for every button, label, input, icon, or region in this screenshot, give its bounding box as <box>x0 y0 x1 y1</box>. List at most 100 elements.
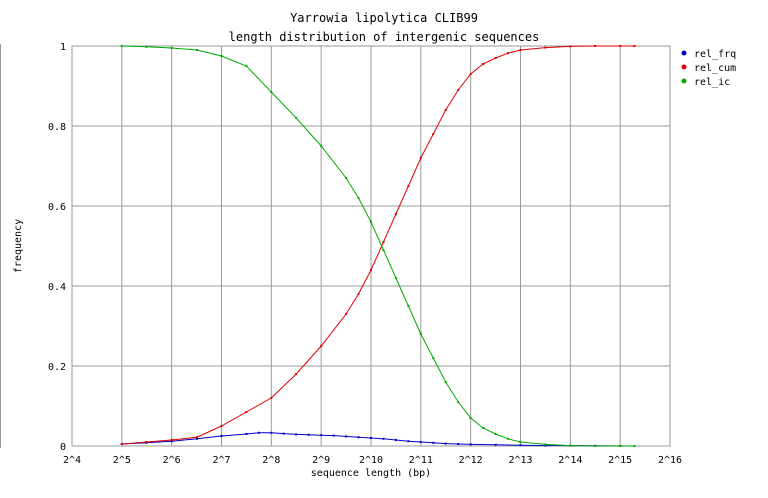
data-point-rel_ic <box>432 357 435 359</box>
data-point-rel_cum <box>507 52 509 55</box>
y-tick-label: 1 <box>60 42 66 53</box>
x-tick-label: 2^6 <box>163 455 181 466</box>
legend-marker-rel_cum <box>681 64 687 70</box>
data-point-rel_cum <box>594 45 597 47</box>
data-point-rel_cum <box>120 443 123 445</box>
data-point-rel_cum <box>544 46 547 49</box>
x-tick-label: 2^12 <box>459 455 483 466</box>
data-point-rel_ic <box>394 277 397 279</box>
data-point-rel_frq <box>220 435 223 437</box>
data-point-rel_cum <box>145 441 148 443</box>
data-point-rel_cum <box>432 133 435 135</box>
y-tick-label: 0.4 <box>48 282 66 293</box>
data-point-rel_ic <box>519 441 522 443</box>
data-point-rel_frq <box>419 441 422 443</box>
x-tick-label: 2^15 <box>608 455 632 466</box>
series-group <box>120 45 636 447</box>
data-point-rel_cum <box>407 185 410 187</box>
data-point-rel_cum <box>457 89 460 91</box>
data-point-rel_ic <box>170 47 173 49</box>
data-point-rel_frq <box>357 436 360 439</box>
data-point-rel_ic <box>345 177 348 179</box>
y-tick-label: 0 <box>60 442 66 453</box>
data-point-rel_cum <box>295 373 298 375</box>
data-point-rel_ic <box>270 91 273 93</box>
left-edge-rule <box>0 44 1 448</box>
x-tick-label: 2^5 <box>113 455 131 466</box>
data-point-rel_frq <box>345 435 348 438</box>
y-tick-label: 0.8 <box>48 122 66 133</box>
data-point-rel_frq <box>282 432 285 435</box>
data-point-rel_cum <box>220 425 223 427</box>
data-point-rel_ic <box>419 333 422 335</box>
x-tick-label: 2^8 <box>262 455 280 466</box>
data-point-rel_frq <box>257 431 260 434</box>
data-point-rel_ic <box>220 55 223 57</box>
data-point-rel_ic <box>469 417 472 419</box>
data-point-rel_frq <box>196 437 198 440</box>
data-point-rel_cum <box>357 293 360 295</box>
data-point-rel_frq <box>432 441 435 444</box>
data-point-rel_ic <box>320 145 323 147</box>
data-point-rel_ic <box>245 65 248 67</box>
data-point-rel_cum <box>196 436 198 439</box>
data-point-rel_frq <box>519 444 522 447</box>
data-point-rel_ic <box>145 45 148 48</box>
data-point-rel_ic <box>196 49 198 51</box>
y-axis-label: frequency <box>13 219 24 273</box>
data-point-rel_frq <box>382 437 385 440</box>
series-line-rel_frq <box>121 432 635 447</box>
data-point-rel_ic <box>619 445 622 447</box>
data-point-rel_cum <box>519 49 522 51</box>
data-point-rel_ic <box>544 443 547 446</box>
x-tick-label: 2^4 <box>63 455 81 466</box>
data-point-rel_ic <box>407 305 410 307</box>
data-point-rel_frq <box>170 440 173 443</box>
data-point-rel_frq <box>394 439 397 441</box>
legend-label-rel_cum: rel_cum <box>694 63 736 74</box>
legend-marker-rel_ic <box>681 78 687 84</box>
data-point-rel_frq <box>270 431 273 434</box>
data-point-rel_frq <box>407 440 410 443</box>
series-line-rel_ic <box>121 45 635 447</box>
data-point-rel_frq <box>444 442 447 445</box>
data-point-rel_cum <box>394 213 397 215</box>
data-point-rel_frq <box>245 433 248 435</box>
data-point-rel_cum <box>494 57 497 59</box>
data-point-rel_cum <box>469 73 472 75</box>
data-point-rel_cum <box>370 269 372 271</box>
data-point-rel_cum <box>619 45 622 47</box>
data-point-rel_cum <box>170 439 173 441</box>
data-point-rel_frq <box>295 433 298 436</box>
data-point-rel_cum <box>245 411 248 413</box>
data-point-rel_ic <box>482 427 485 429</box>
legend-label-rel_ic: rel_ic <box>694 77 730 88</box>
legend: rel_frq rel_cum rel_ic <box>681 49 736 88</box>
series-line-rel_cum <box>121 45 635 445</box>
data-point-rel_cum <box>633 45 636 47</box>
x-tick-label: 2^10 <box>359 455 383 466</box>
tick-labels: 2^4 2^5 2^6 2^7 2^8 2^9 2^10 2^11 2^12 2^13 2^14 2^… <box>48 42 682 466</box>
data-point-rel_ic <box>120 45 123 47</box>
data-point-rel_cum <box>270 397 273 399</box>
legend-marker-rel_frq <box>681 50 687 56</box>
legend-label-rel_frq: rel_frq <box>694 49 736 60</box>
data-point-rel_frq <box>320 434 323 437</box>
data-point-rel_frq <box>332 434 335 437</box>
x-tick-label: 2^9 <box>312 455 330 466</box>
x-axis-label: sequence length (bp) <box>311 468 431 479</box>
data-point-rel_ic <box>457 401 460 403</box>
data-point-rel_ic <box>494 433 497 435</box>
data-point-rel_cum <box>444 109 447 111</box>
data-point-rel_cum <box>320 345 323 347</box>
data-point-rel_frq <box>544 444 547 447</box>
x-tick-label: 2^14 <box>558 455 582 466</box>
data-point-rel_frq <box>469 443 472 446</box>
grid <box>72 46 670 446</box>
data-point-rel_ic <box>382 249 385 251</box>
x-tick-label: 2^7 <box>212 455 230 466</box>
data-point-rel_ic <box>569 444 572 447</box>
data-point-rel_cum <box>419 157 422 159</box>
data-point-rel_frq <box>494 443 497 446</box>
